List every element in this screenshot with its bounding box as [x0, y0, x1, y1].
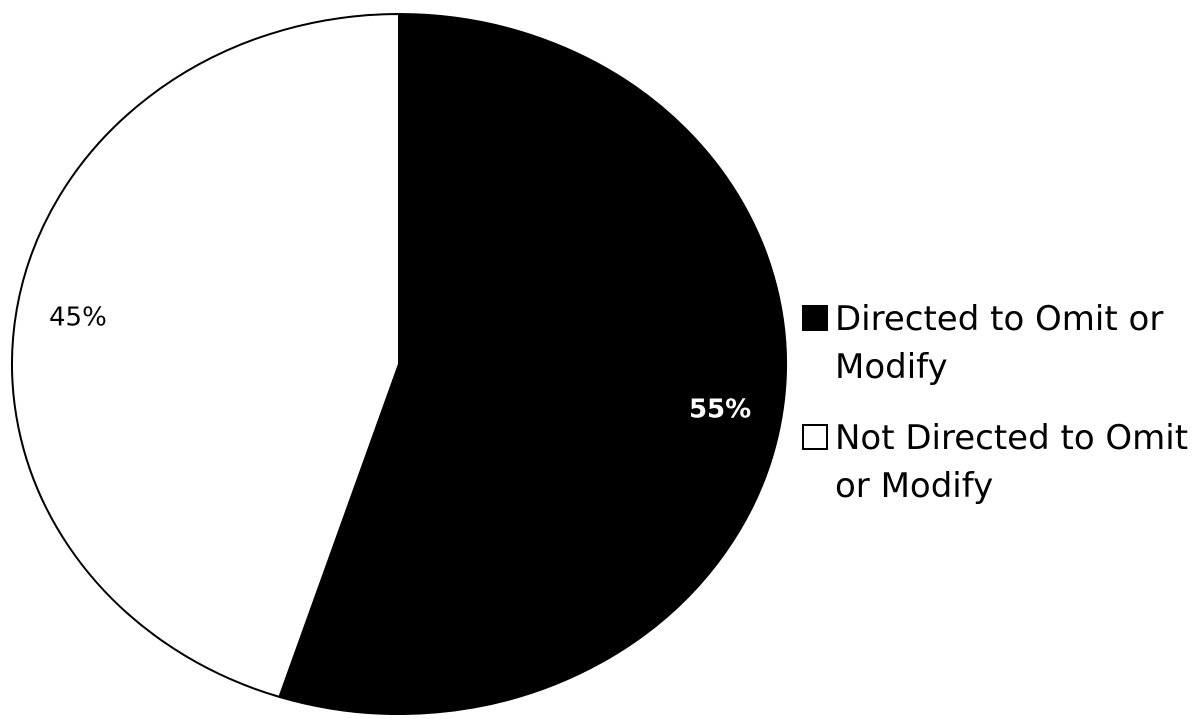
pie-slice-2 — [11, 13, 400, 698]
pie-data-labels: 55% 45% — [49, 303, 751, 425]
legend: Directed to Omit or Modify Not Directed to… — [802, 299, 1188, 506]
legend-entry-2: Not Directed to Omit or Modify — [802, 418, 1188, 506]
legend-entry-1: Directed to Omit or Modify — [802, 299, 1163, 387]
legend-swatch-2 — [802, 424, 828, 450]
legend-label-2: Not Directed to Omit or Modify — [835, 418, 1188, 506]
pie-data-label-2: 45% — [49, 303, 107, 333]
pie-slice-1 — [278, 13, 787, 715]
legend-swatch-1 — [802, 305, 828, 331]
pie-data-label-1: 55% — [689, 395, 751, 425]
legend-label-1: Directed to Omit or Modify — [835, 299, 1163, 387]
pie-slices — [11, 13, 787, 715]
